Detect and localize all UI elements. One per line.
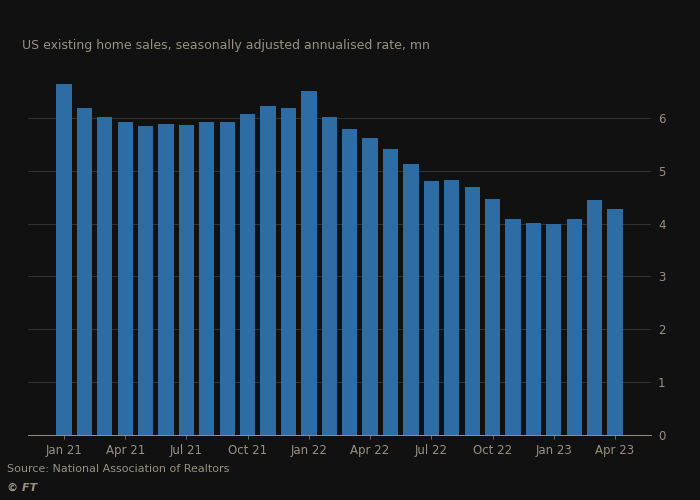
Bar: [546, 224, 561, 435]
Bar: [97, 118, 113, 435]
Bar: [526, 222, 541, 435]
Bar: [342, 130, 358, 435]
Bar: [158, 124, 174, 435]
Bar: [220, 122, 235, 435]
Bar: [608, 209, 623, 435]
Bar: [403, 164, 419, 435]
Bar: [587, 200, 602, 435]
Bar: [260, 106, 276, 435]
Bar: [424, 181, 439, 435]
Bar: [363, 138, 378, 435]
Bar: [485, 198, 500, 435]
Bar: [199, 122, 214, 435]
Bar: [118, 122, 133, 435]
Bar: [281, 108, 296, 435]
Bar: [465, 187, 480, 435]
Bar: [77, 108, 92, 435]
Bar: [240, 114, 256, 435]
Text: US existing home sales, seasonally adjusted annualised rate, mn: US existing home sales, seasonally adjus…: [22, 39, 430, 52]
Bar: [56, 84, 71, 435]
Bar: [178, 124, 194, 435]
Bar: [321, 117, 337, 435]
Bar: [383, 149, 398, 435]
Bar: [138, 126, 153, 435]
Bar: [566, 220, 582, 435]
Bar: [505, 219, 521, 435]
Text: Source: National Association of Realtors: Source: National Association of Realtors: [7, 464, 230, 474]
Bar: [444, 180, 459, 435]
Bar: [301, 92, 316, 435]
Text: © FT: © FT: [7, 483, 37, 493]
